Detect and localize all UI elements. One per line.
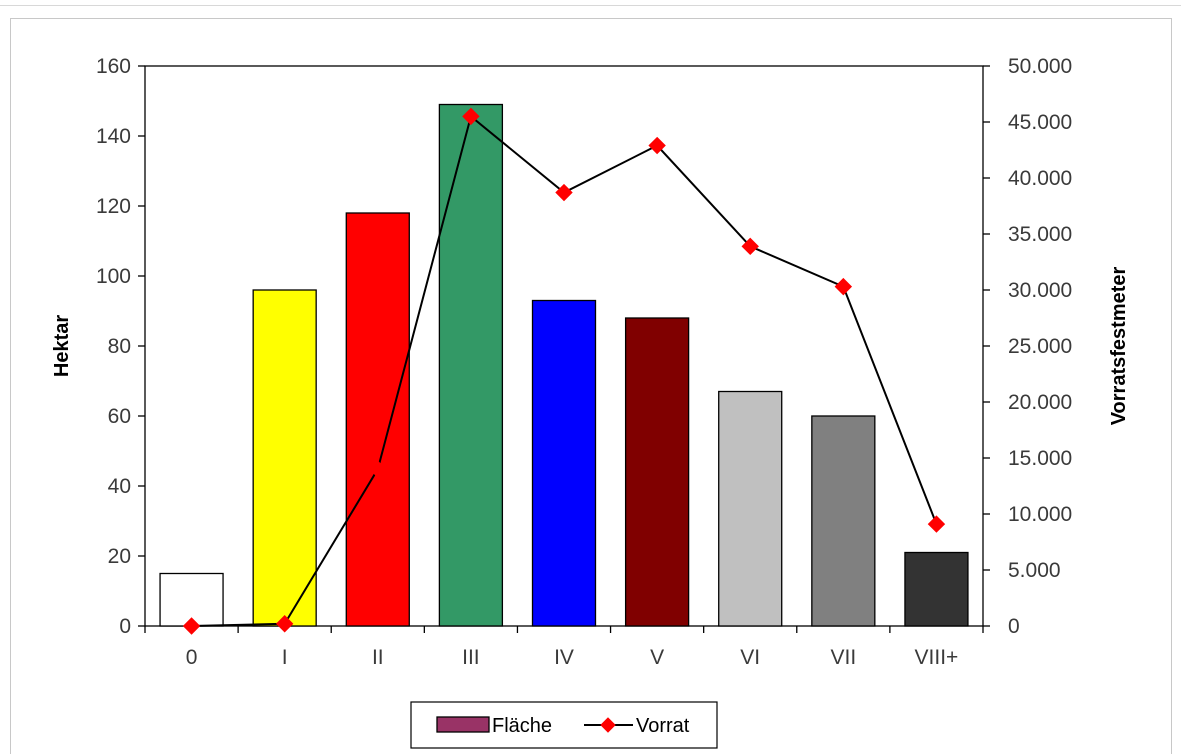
vorrat-marker-VIII+ bbox=[927, 515, 946, 533]
category-label: IV bbox=[554, 646, 574, 669]
left-tick-label: 120 bbox=[96, 195, 131, 218]
category-label: VI bbox=[740, 646, 760, 669]
left-tick-label: 80 bbox=[108, 335, 131, 358]
left-tick-label: 60 bbox=[108, 405, 131, 428]
left-axis-title: Hektar bbox=[51, 315, 73, 377]
category-label: 0 bbox=[186, 646, 198, 669]
right-tick-label: 50.000 bbox=[1008, 55, 1072, 78]
category-label: VII bbox=[830, 646, 856, 669]
legend-label-flaeche: Fläche bbox=[492, 715, 552, 737]
right-tick-label: 10.000 bbox=[1008, 503, 1072, 526]
bar-V bbox=[624, 317, 690, 627]
right-tick-label: 40.000 bbox=[1008, 167, 1072, 190]
bar-VIII+ bbox=[904, 551, 969, 627]
vorrat-marker-VI bbox=[741, 237, 759, 256]
right-tick-label: 20.000 bbox=[1008, 391, 1072, 414]
vorrat-marker-V bbox=[648, 136, 666, 155]
left-tick-label: 0 bbox=[119, 615, 131, 638]
vorrat-marker-I bbox=[275, 615, 294, 633]
left-tick-label: 140 bbox=[96, 125, 131, 148]
vorrat-marker-III bbox=[462, 107, 480, 126]
category-label: V bbox=[650, 646, 664, 669]
left-tick-label: 20 bbox=[108, 545, 131, 568]
legend-swatch-flaeche bbox=[436, 716, 490, 733]
bar-III bbox=[438, 103, 504, 627]
right-tick-label: 0 bbox=[1008, 615, 1020, 638]
legend-label-vorrat: Vorrat bbox=[636, 715, 690, 737]
top-divider bbox=[0, 5, 1181, 6]
vorrat-marker-II bbox=[369, 460, 387, 478]
legend-marker-vorrat bbox=[600, 717, 616, 733]
vorrat-marker-VII bbox=[834, 277, 853, 296]
bar-II bbox=[345, 212, 410, 627]
right-tick-label: 15.000 bbox=[1008, 447, 1072, 470]
vorrat-marker-0 bbox=[182, 617, 201, 635]
right-axis-title: Vorratsfestmeter bbox=[1108, 266, 1130, 425]
category-label: II bbox=[372, 646, 384, 669]
vorrat-marker-IV bbox=[555, 183, 573, 202]
chart-area bbox=[10, 18, 1172, 754]
right-tick-label: 30.000 bbox=[1008, 279, 1072, 302]
left-tick-label: 40 bbox=[108, 475, 131, 498]
left-tick-label: 160 bbox=[96, 55, 131, 78]
bar-VI bbox=[718, 390, 783, 627]
category-label: VIII+ bbox=[915, 646, 959, 669]
right-tick-label: 35.000 bbox=[1008, 223, 1072, 246]
bar-IV bbox=[531, 299, 597, 627]
left-tick-label: 100 bbox=[96, 265, 131, 288]
bar-VII bbox=[811, 415, 876, 627]
category-label: III bbox=[462, 646, 480, 669]
right-tick-label: 25.000 bbox=[1008, 335, 1072, 358]
bar-I bbox=[252, 289, 317, 627]
bar-0 bbox=[159, 572, 224, 627]
right-tick-label: 45.000 bbox=[1008, 111, 1072, 134]
category-label: I bbox=[282, 646, 288, 669]
right-tick-label: 5.000 bbox=[1008, 559, 1061, 582]
